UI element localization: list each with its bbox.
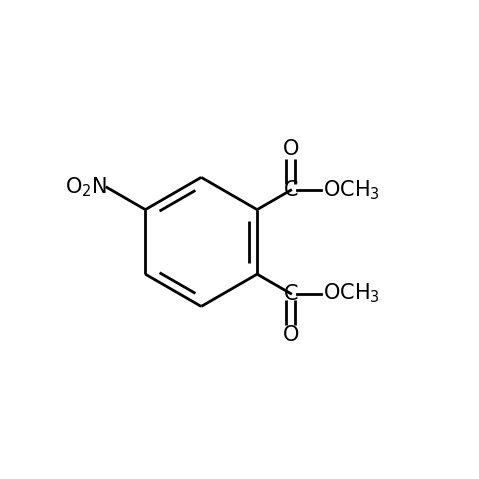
Text: $\mathsf{OCH_3}$: $\mathsf{OCH_3}$ xyxy=(323,282,380,305)
Text: O: O xyxy=(283,325,299,345)
Text: C: C xyxy=(284,180,298,200)
Text: C: C xyxy=(284,284,298,304)
Text: $\mathsf{OCH_3}$: $\mathsf{OCH_3}$ xyxy=(323,179,380,202)
Text: O: O xyxy=(283,139,299,159)
Text: $\mathsf{O_2N}$: $\mathsf{O_2N}$ xyxy=(65,176,107,199)
